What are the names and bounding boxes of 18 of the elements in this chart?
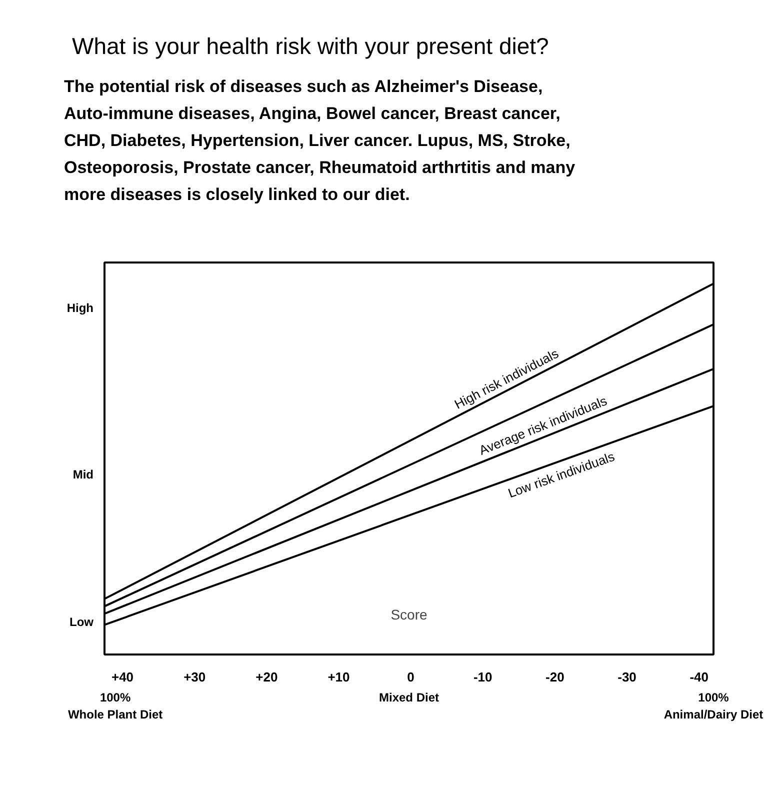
x-tick-label: +30	[184, 670, 206, 684]
x-tick-label: -40	[690, 670, 708, 684]
text: High	[66, 301, 94, 316]
x-tick-label: +40	[111, 670, 134, 684]
text: Mixed Diet	[378, 690, 440, 704]
text: 100% Whole Plant Diet	[68, 690, 163, 722]
x-tick-label: 0	[407, 670, 414, 684]
text: 100% Animal/Dairy Diet	[664, 690, 764, 722]
text: Mid	[72, 468, 94, 482]
x-tick-label: +20	[256, 670, 278, 684]
x-tick-label: -10	[473, 670, 492, 684]
text: Low	[70, 615, 94, 630]
chart-subtitle: The potential risk of diseases such as Alzheimer's Disease, Auto-immune diseases, Angina, Bowel cancer, Breast cancer, CHD, Diabetes, Hypertension, Liver cancer. Lupus, MS, Stroke, Osteoporosis, Prostate cancer, Rheumatoid arthrtitis and many more diseases is closely linked to our diet.	[64, 76, 576, 206]
x-tick-label: +10	[328, 670, 350, 684]
x-tick-label: -20	[546, 670, 564, 684]
x-tick-label: -30	[618, 670, 636, 684]
annotation: Score	[390, 606, 428, 622]
chart-title: What is your health risk with your present diet?	[72, 32, 550, 61]
